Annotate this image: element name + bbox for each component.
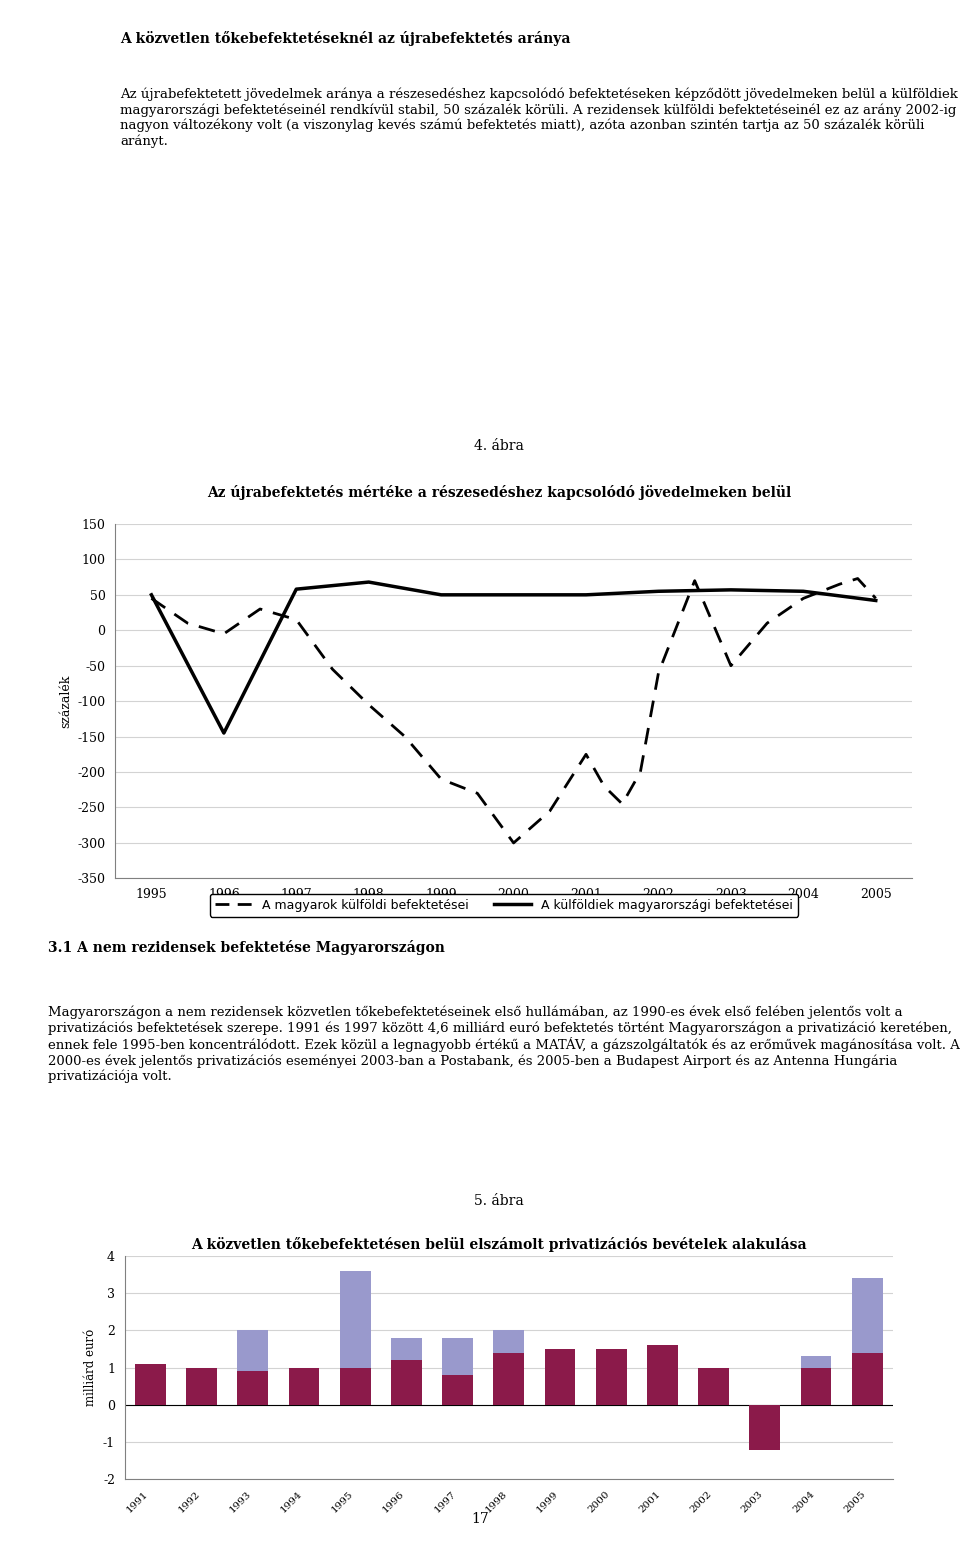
Bar: [647, 1345, 678, 1405]
Bar: [340, 1368, 371, 1405]
Bar: [135, 1364, 166, 1405]
Bar: [237, 1371, 268, 1405]
Text: 5. ábra: 5. ábra: [474, 1194, 524, 1208]
Bar: [443, 1375, 473, 1405]
Legend: A magyarok külföldi befektetései, A külföldiek magyarországi befektetései: A magyarok külföldi befektetései, A külf…: [209, 894, 799, 917]
Bar: [391, 1338, 421, 1361]
Bar: [801, 1368, 831, 1405]
Text: Az újrabefektetett jövedelmek aránya a részesedéshez kapcsolódó befektetéseken k: Az újrabefektetett jövedelmek aránya a r…: [120, 88, 958, 148]
Bar: [801, 1356, 831, 1368]
Bar: [186, 1368, 217, 1405]
Bar: [340, 1271, 371, 1368]
Bar: [596, 1348, 627, 1405]
Bar: [493, 1353, 524, 1405]
Text: 4. ábra: 4. ábra: [474, 439, 524, 453]
Bar: [852, 1279, 882, 1353]
Bar: [544, 1348, 575, 1405]
Bar: [237, 1330, 268, 1371]
Bar: [750, 1405, 780, 1450]
Text: Az újrabefektetés mértéke a részesedéshez kapcsolódó jövedelmeken belül: Az újrabefektetés mértéke a részesedéshe…: [207, 485, 791, 501]
Text: 3.1 A nem rezidensek befektetése Magyarországon: 3.1 A nem rezidensek befektetése Magyaro…: [48, 940, 444, 955]
Y-axis label: százalék: százalék: [59, 675, 72, 727]
Bar: [289, 1368, 320, 1405]
Bar: [493, 1330, 524, 1353]
Bar: [391, 1361, 421, 1405]
Bar: [443, 1338, 473, 1375]
Bar: [852, 1353, 882, 1405]
Text: Magyarországon a nem rezidensek közvetlen tőkebefektetéseinek első hullámában, a: Magyarországon a nem rezidensek közvetle…: [48, 1006, 960, 1083]
Text: A közvetlen tőkebefektetéseknél az újrabefektetés aránya: A közvetlen tőkebefektetéseknél az újrab…: [120, 31, 570, 46]
Text: 17: 17: [471, 1512, 489, 1526]
Text: A közvetlen tőkebefektetésen belül elszámolt privatizációs bevételek alakulása: A közvetlen tőkebefektetésen belül elszá…: [191, 1237, 807, 1253]
Y-axis label: milliárd euró: milliárd euró: [84, 1328, 97, 1407]
Bar: [698, 1368, 729, 1405]
